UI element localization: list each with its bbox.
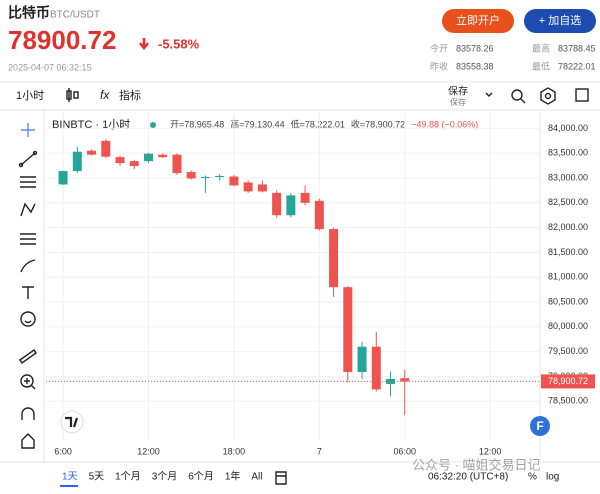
legend-item: 收=78,900.72	[351, 118, 405, 129]
candle-body	[101, 140, 111, 157]
calendar-icon[interactable]	[275, 471, 287, 485]
timestamp: 2025-04-07 06:32:15	[8, 62, 92, 72]
candle-body	[343, 287, 353, 373]
legend-item: 低=78,222.01	[291, 118, 345, 129]
candle-body	[115, 157, 125, 164]
candle-body	[186, 172, 196, 179]
tv-logo-mark	[65, 416, 79, 428]
y-tick-label: 82,000.00	[548, 222, 588, 232]
y-tick-label: 83,000.00	[548, 172, 588, 182]
y-tick-label: 82,500.00	[548, 197, 588, 207]
range-button[interactable]: 6个月	[188, 471, 214, 483]
candle-body	[329, 229, 339, 288]
toolbar-icons[interactable]	[511, 87, 589, 105]
change: -5.58%	[158, 36, 200, 51]
y-tick-label: 83,500.00	[548, 148, 588, 158]
save-sub: 保存	[450, 97, 466, 107]
f-badge-text: F	[536, 419, 543, 433]
candle-body	[158, 154, 168, 158]
open-account-label: 立即开户	[456, 13, 500, 27]
candle-body	[144, 153, 154, 162]
stat-label: 最低	[532, 60, 550, 71]
y-tick-label: 78,500.00	[548, 396, 588, 406]
y-tick-label: 84,000.00	[548, 123, 588, 133]
price: 78900.72	[8, 25, 116, 55]
y-tick-label: 81,500.00	[548, 247, 588, 257]
candle-body	[200, 177, 210, 179]
candle-body	[357, 346, 367, 373]
candle-body	[257, 184, 267, 192]
status-dot	[150, 122, 156, 128]
percent-toggle[interactable]: %	[528, 472, 537, 483]
y-tick-label: 80,500.00	[548, 296, 588, 306]
open-account-button[interactable]	[442, 9, 514, 33]
candle-body	[72, 151, 82, 172]
chart-symbol: BINBTC · 1小时	[52, 118, 130, 131]
candle-body	[229, 176, 239, 186]
title: 比特币	[8, 5, 50, 21]
y-tick-label: 79,500.00	[548, 346, 588, 356]
x-tick-label: 6:00	[54, 446, 72, 456]
stat-value: 78222.01	[558, 61, 596, 71]
range-button[interactable]: All	[251, 472, 262, 483]
interval[interactable]: 1小时	[16, 89, 44, 102]
pair: BTC/USDT	[50, 10, 100, 21]
stat-value: 83558.38	[456, 61, 494, 71]
candle-body	[172, 154, 182, 174]
clock: 06:32:20 (UTC+8)	[428, 472, 508, 483]
candle-body	[371, 346, 381, 390]
x-tick-label: 12:00	[137, 446, 160, 456]
plot: 78,500.0079,000.0079,500.0080,000.0080,5…	[46, 112, 595, 456]
candle-body	[400, 378, 410, 382]
x-tick-label: 7	[317, 446, 322, 456]
legend-item: 高=79,130.44	[230, 118, 284, 129]
candle-body	[314, 200, 324, 230]
range-button[interactable]: 1年	[225, 470, 241, 483]
range-button[interactable]: 1个月	[115, 471, 141, 483]
f-badge	[530, 416, 550, 436]
save[interactable]: 保存	[448, 85, 468, 98]
y-tick-label: 81,000.00	[548, 272, 588, 282]
candle-body	[58, 171, 68, 185]
legend-item: 开=78,965.48	[170, 119, 224, 129]
watchlist-button[interactable]	[524, 9, 596, 33]
stat-value: 83578.26	[456, 43, 494, 53]
y-tick-label: 80,000.00	[548, 321, 588, 331]
range-button[interactable]: 3个月	[152, 471, 178, 483]
fx-icon: fx	[100, 88, 110, 102]
stat-value: 83788.45	[558, 43, 596, 53]
x-tick-label: 12:00	[479, 446, 502, 456]
ohlc-legend: 开=78,965.48 高=79,130.44 低=78,222.01 收=78,90…	[170, 118, 478, 129]
stat-label: 今开	[430, 42, 448, 53]
last-price-label: 78,900.72	[548, 376, 588, 386]
last-price-tag	[541, 374, 595, 389]
range-button[interactable]: 1天	[62, 472, 78, 483]
down-arrow	[139, 38, 149, 51]
candle-body	[215, 176, 225, 178]
candle-body	[272, 192, 282, 216]
candle-body	[300, 192, 310, 203]
drawing-tools[interactable]	[18, 123, 38, 449]
stat-label: 最高	[532, 42, 550, 53]
x-tick-label: 06:00	[393, 446, 416, 456]
stat-label: 昨收	[430, 60, 448, 71]
indicators[interactable]: 指标	[119, 88, 141, 102]
x-tick-label: 18:00	[223, 446, 246, 456]
candle-body	[243, 182, 253, 192]
watermark: 公众号 · 喵姐交易日记	[412, 457, 541, 472]
candle-body	[87, 150, 97, 155]
candle-icon[interactable]	[66, 88, 79, 102]
candle-body	[386, 378, 396, 384]
log-toggle[interactable]: log	[546, 472, 559, 483]
dropdown[interactable]	[485, 92, 493, 97]
candle-body	[286, 195, 296, 216]
candle-body	[129, 161, 139, 167]
legend-item: −49.88 (−0.06%)	[411, 119, 478, 129]
range-button[interactable]: 5天	[89, 472, 105, 483]
range-bar: 1天 5天 1个月 3个月 6个月 1年 All	[60, 470, 263, 487]
watchlist-label: + 加自选	[539, 14, 581, 27]
